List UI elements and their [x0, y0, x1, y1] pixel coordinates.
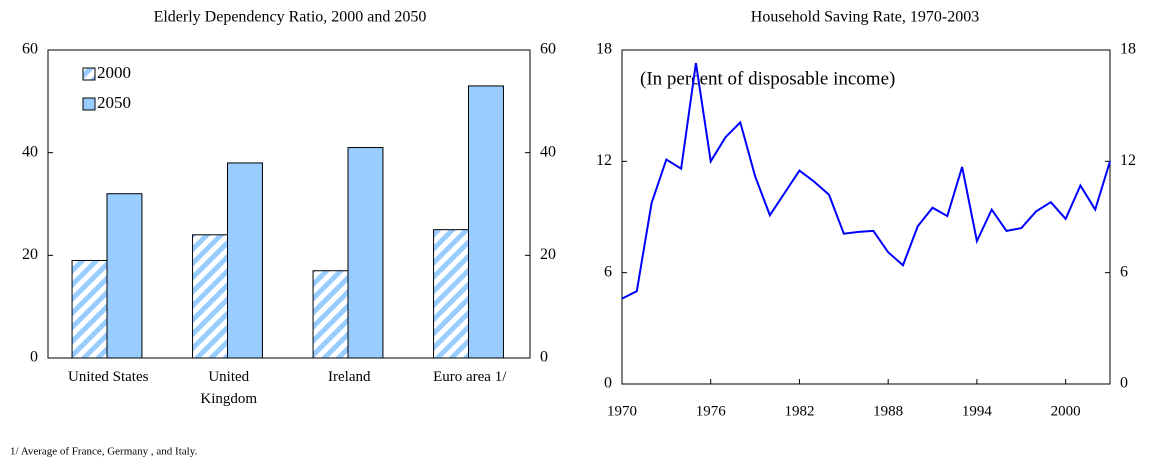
y-tick-label: 0	[30, 349, 38, 366]
x-tick-label: 1970	[607, 403, 637, 419]
y-tick-label: 60	[22, 41, 38, 58]
bar	[106, 193, 143, 359]
plot-frame	[621, 49, 1111, 385]
legend-swatch	[82, 97, 96, 111]
y2-tick-label: 6	[1120, 263, 1128, 280]
legend-swatch	[82, 67, 96, 81]
bar	[347, 147, 384, 359]
x-tick-label: 1976	[696, 403, 727, 419]
x-tick-label: Ireland	[328, 369, 371, 385]
y-tick-label: 40	[22, 143, 38, 160]
x-tick-label: 1994	[962, 403, 993, 419]
y-tick-label: 12	[596, 152, 612, 169]
x-tick-label: United Kingdom	[200, 369, 258, 407]
y2-tick-label: 12	[1120, 152, 1136, 169]
y-tick-label: 18	[596, 41, 612, 58]
bar	[433, 229, 469, 359]
y2-tick-label: 0	[540, 349, 548, 366]
annotation: (In percent of disposable income)	[640, 68, 895, 89]
x-tick-label: 1982	[784, 403, 814, 419]
x-tick-label: Euro area 1/	[433, 369, 507, 385]
y2-tick-label: 60	[540, 41, 556, 58]
line	[621, 62, 1111, 300]
chart-title: Household Saving Rate, 1970-2003	[751, 9, 979, 26]
y2-tick-label: 20	[540, 246, 556, 263]
bar	[468, 85, 504, 359]
x-tick-label: 1988	[873, 403, 903, 419]
legend-label: 2000	[97, 63, 131, 82]
bar	[227, 162, 263, 359]
bar	[192, 234, 228, 359]
bar	[312, 270, 349, 359]
x-tick-label: United States	[68, 369, 149, 385]
y-tick-label: 20	[22, 246, 38, 263]
bar	[71, 259, 108, 359]
y2-tick-label: 0	[1120, 375, 1128, 392]
chart-title: Elderly Dependency Ratio, 2000 and 2050	[154, 9, 427, 26]
y-tick-label: 6	[604, 263, 612, 280]
legend-label: 2050	[97, 93, 131, 112]
y-tick-label: 0	[604, 375, 612, 392]
footnote: 1/ Average of France, Germany , and Ital…	[10, 446, 197, 458]
y2-tick-label: 18	[1120, 41, 1136, 58]
plot-frame	[47, 49, 531, 359]
y2-tick-label: 40	[540, 143, 556, 160]
x-tick-label: 2000	[1051, 403, 1081, 419]
